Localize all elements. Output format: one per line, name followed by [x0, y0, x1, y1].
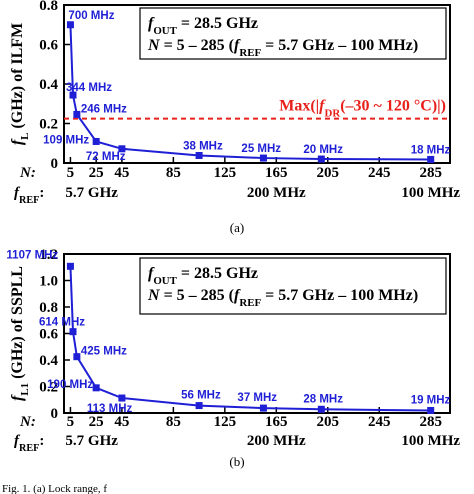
data-point	[427, 406, 435, 414]
data-label: 425 MHz	[81, 346, 127, 358]
fref-tick-label: 100 MHz	[401, 433, 460, 449]
data-label: 113 MHz	[87, 403, 133, 415]
fref-tick-label: 200 MHz	[247, 433, 306, 449]
data-point	[66, 21, 74, 29]
data-point	[69, 91, 77, 99]
x-tick-label: 165	[265, 414, 288, 430]
fref-row-label: fREF:	[14, 433, 44, 454]
data-label: 1107 MHz	[6, 249, 58, 261]
x-tick-label: 25	[89, 165, 104, 181]
data-point	[195, 402, 203, 410]
info-box	[139, 7, 447, 60]
x-tick-label: 205	[317, 165, 340, 181]
data-label: 246 MHz	[81, 103, 127, 115]
y-axis-label: fL1 (GHz) of SSPLL	[9, 266, 31, 401]
y-tick-label: 0.4	[39, 77, 58, 93]
data-label: 20 MHz	[303, 144, 343, 156]
y-tick-label: 1.0	[39, 274, 58, 290]
data-label: 18 MHz	[411, 144, 451, 156]
n-row-label: N:	[19, 165, 36, 181]
data-label: 37 MHz	[237, 392, 277, 404]
x-tick-label: 45	[114, 414, 129, 430]
y-tick-label: 0.6	[39, 38, 58, 54]
fref-tick-label: 200 MHz	[247, 185, 306, 201]
info-n-range: N = 5 – 285 (fREF = 5.7 GHz – 100 MHz)	[147, 37, 418, 59]
data-point	[118, 145, 126, 153]
chart-1: 0 0.2 0.4 0.6 0.8 fL (GHz) of ILFM 5 25 45 85 125 1…	[9, 0, 460, 235]
y-tick-label: 0.8	[39, 0, 58, 14]
data-point	[259, 404, 267, 412]
x-tick-label: 245	[368, 165, 391, 181]
data-point	[69, 328, 77, 336]
x-tick-label: 205	[317, 414, 340, 430]
data-label: 700 MHz	[68, 10, 114, 22]
x-tick-label: 125	[214, 165, 237, 181]
footer-caption-text: Fig. 1. (a) Lock range, f	[2, 483, 107, 494]
data-label: 190 MHz	[47, 379, 93, 391]
data-point	[92, 137, 100, 145]
y-tick-label: 0	[51, 406, 59, 422]
data-label: 614 MHz	[39, 317, 85, 329]
chart-2: 0 0.2 0.4 0.6 0.8 1.0 1.2 fL1 (GHz) of SSPLL 5 25…	[6, 247, 460, 469]
data-label: 109 MHz	[43, 134, 89, 146]
info-fout: fOUT = 28.5 GHz	[148, 15, 258, 37]
x-tick-label: 285	[419, 414, 442, 430]
data-label: 344 MHz	[66, 82, 112, 94]
data-point	[195, 151, 203, 159]
data-point	[118, 394, 126, 402]
data-label: 56 MHz	[181, 390, 221, 402]
info-box	[139, 257, 447, 315]
data-label: 19 MHz	[411, 394, 451, 406]
n-row-label: N:	[19, 414, 36, 430]
figure-caption: (b)	[229, 454, 244, 469]
data-point	[259, 154, 267, 162]
x-tick-label: 85	[166, 414, 181, 430]
y-tick-label: 0.2	[39, 380, 58, 396]
x-tick-label: 165	[265, 165, 288, 181]
max-drift-label: Max(|fDR(–30 ~ 120 °C)|)	[279, 98, 446, 120]
y-tick-label: 0.2	[39, 117, 58, 133]
fref-row-label: fREF:	[14, 185, 44, 206]
y-tick-label: 0	[51, 156, 59, 172]
fref-tick-label: 100 MHz	[401, 185, 460, 201]
data-label: 25 MHz	[241, 143, 281, 155]
y-tick-label: 0.6	[39, 327, 58, 343]
data-label: 38 MHz	[183, 140, 223, 152]
x-tick-label: 45	[114, 165, 129, 181]
data-label: 72 MHz	[86, 151, 126, 163]
y-tick-label: 0.8	[39, 300, 58, 316]
data-point	[317, 405, 325, 413]
x-tick-label: 85	[166, 165, 181, 181]
info-n-range: N = 5 – 285 (fREF = 5.7 GHz – 100 MHz)	[147, 287, 418, 309]
data-point	[92, 384, 100, 392]
x-tick-label: 5	[67, 165, 75, 181]
figure-caption: (a)	[230, 220, 244, 235]
x-tick-label: 25	[89, 414, 104, 430]
x-tick-label: 285	[419, 165, 442, 181]
y-tick-label: 0.4	[39, 353, 58, 369]
data-label: 28 MHz	[303, 393, 343, 405]
data-point	[73, 110, 81, 118]
x-tick-label: 125	[214, 414, 237, 430]
x-tick-label: 5	[67, 414, 75, 430]
fref-tick-label: 5.7 GHz	[65, 185, 118, 201]
y-axis-label: fL (GHz) of ILFM	[9, 23, 31, 145]
data-point	[317, 155, 325, 163]
data-point	[73, 353, 81, 361]
y-tick-label: 1.2	[39, 247, 58, 263]
fref-tick-label: 5.7 GHz	[65, 433, 118, 449]
data-point	[66, 262, 74, 270]
data-point	[427, 155, 435, 163]
info-fout: fOUT = 28.5 GHz	[148, 265, 258, 287]
x-tick-label: 245	[368, 414, 391, 430]
